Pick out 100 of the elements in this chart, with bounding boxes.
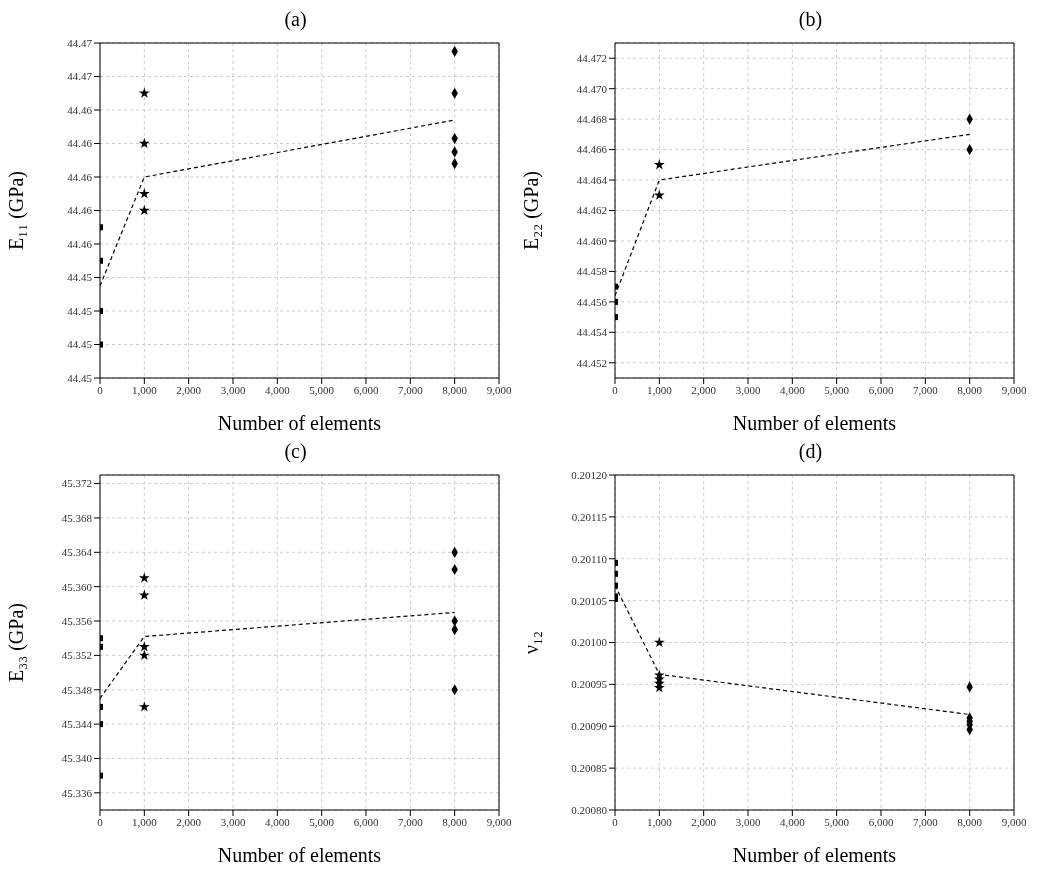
x-tick-label: 7,000 bbox=[397, 383, 424, 396]
x-tick-label: 3,000 bbox=[735, 383, 761, 396]
y-tick-label: 44.472 bbox=[576, 52, 607, 65]
y-tick-label: 44.46 bbox=[67, 137, 93, 150]
x-tick-label: 6,000 bbox=[868, 815, 894, 828]
x-tick-label: 1,000 bbox=[646, 815, 673, 828]
x-axis-title: Number of elements bbox=[217, 844, 382, 866]
y-tick-label: 45.340 bbox=[61, 752, 93, 765]
x-tick-label: 6,000 bbox=[868, 383, 894, 396]
y-tick-label: 44.45 bbox=[67, 371, 93, 384]
x-axis-title: Number of elements bbox=[732, 844, 897, 866]
chart-title: (a) bbox=[283, 8, 308, 33]
y-tick-label: 44.45 bbox=[67, 304, 93, 317]
y-axis-title: ν₁₂ bbox=[520, 631, 543, 654]
x-tick-label: 3,000 bbox=[220, 383, 246, 396]
x-tick-label: 0 bbox=[612, 383, 619, 396]
y-tick-label: 44.46 bbox=[67, 103, 93, 116]
x-tick-label: 9,000 bbox=[1001, 815, 1027, 828]
x-tick-label: 2,000 bbox=[176, 383, 202, 396]
y-tick-label: 45.360 bbox=[61, 580, 93, 593]
x-tick-label: 8,000 bbox=[442, 815, 468, 828]
y-tick-label: 44.46 bbox=[67, 237, 93, 250]
chart-title: (b) bbox=[797, 8, 824, 33]
x-tick-label: 4,000 bbox=[264, 383, 291, 396]
x-tick-label: 6,000 bbox=[353, 815, 379, 828]
point bbox=[138, 649, 150, 660]
x-tick-label: 5,000 bbox=[824, 383, 850, 396]
y-tick-label: 44.47 bbox=[67, 36, 93, 49]
y-tick-label: 44.47 bbox=[67, 70, 93, 83]
x-tick-label: 4,000 bbox=[264, 815, 291, 828]
x-tick-label: 2,000 bbox=[691, 815, 717, 828]
y-tick-label: 44.464 bbox=[576, 173, 608, 186]
y-tick-label: 44.452 bbox=[576, 356, 607, 369]
point bbox=[653, 189, 665, 200]
y-axis-title: E₂₂ (GPa) bbox=[520, 171, 544, 250]
y-tick-label: 0.20080 bbox=[571, 803, 608, 816]
x-axis-title: Number of elements bbox=[732, 412, 897, 434]
chart-title: (d) bbox=[797, 440, 824, 465]
y-tick-label: 0.20100 bbox=[571, 636, 608, 649]
y-tick-label: 0.20095 bbox=[571, 678, 608, 691]
y-tick-label: 0.20120 bbox=[571, 468, 608, 481]
y-tick-label: 45.348 bbox=[61, 683, 93, 696]
point bbox=[138, 701, 150, 712]
y-tick-label: 45.372 bbox=[61, 477, 92, 490]
y-tick-label: 45.356 bbox=[61, 614, 93, 627]
y-tick-label: 44.45 bbox=[67, 338, 93, 351]
x-tick-label: 8,000 bbox=[442, 383, 468, 396]
y-tick-label: 45.368 bbox=[61, 511, 93, 524]
y-tick-label: 44.45 bbox=[67, 271, 93, 284]
x-axis-title: Number of elements bbox=[217, 412, 382, 434]
y-tick-label: 44.458 bbox=[576, 265, 608, 278]
y-axis-title: E₁₁ (GPa) bbox=[5, 171, 29, 250]
y-tick-label: 45.344 bbox=[61, 718, 93, 731]
x-tick-label: 3,000 bbox=[220, 815, 246, 828]
y-tick-label: 0.20115 bbox=[571, 510, 608, 523]
y-tick-label: 0.20090 bbox=[571, 720, 608, 733]
point bbox=[653, 636, 665, 648]
y-tick-label: 0.20105 bbox=[571, 594, 608, 607]
point bbox=[138, 204, 150, 216]
x-tick-label: 9,000 bbox=[486, 383, 512, 396]
x-tick-label: 5,000 bbox=[309, 383, 335, 396]
point bbox=[138, 641, 150, 652]
x-tick-label: 4,000 bbox=[779, 815, 806, 828]
point bbox=[138, 87, 150, 98]
x-tick-label: 7,000 bbox=[912, 815, 939, 828]
y-tick-label: 45.336 bbox=[61, 786, 93, 799]
y-tick-label: 0.20110 bbox=[571, 552, 608, 565]
x-tick-label: 1,000 bbox=[131, 815, 158, 828]
y-tick-label: 44.46 bbox=[67, 170, 93, 183]
x-tick-label: 2,000 bbox=[176, 815, 202, 828]
chart-title: (c) bbox=[283, 440, 308, 465]
x-tick-label: 5,000 bbox=[824, 815, 850, 828]
x-tick-label: 5,000 bbox=[309, 815, 335, 828]
y-tick-label: 0.20085 bbox=[571, 762, 608, 775]
y-tick-label: 44.454 bbox=[576, 326, 608, 339]
y-tick-label: 44.462 bbox=[576, 204, 607, 217]
x-tick-label: 4,000 bbox=[779, 383, 806, 396]
x-tick-label: 0 bbox=[97, 815, 104, 828]
y-tick-label: 45.364 bbox=[61, 546, 93, 559]
y-tick-label: 44.466 bbox=[576, 143, 608, 156]
y-tick-label: 45.352 bbox=[61, 649, 92, 662]
x-tick-label: 0 bbox=[97, 383, 104, 396]
point bbox=[138, 589, 150, 600]
y-tick-label: 44.46 bbox=[67, 204, 93, 217]
y-tick-label: 44.468 bbox=[576, 113, 608, 126]
x-tick-label: 6,000 bbox=[353, 383, 379, 396]
point bbox=[138, 572, 150, 583]
x-tick-label: 7,000 bbox=[397, 815, 424, 828]
x-tick-label: 7,000 bbox=[912, 383, 939, 396]
x-tick-label: 9,000 bbox=[1001, 383, 1027, 396]
x-tick-label: 3,000 bbox=[735, 815, 761, 828]
x-tick-label: 8,000 bbox=[957, 815, 983, 828]
x-tick-label: 0 bbox=[612, 815, 619, 828]
point bbox=[653, 159, 665, 170]
x-tick-label: 9,000 bbox=[486, 815, 512, 828]
x-tick-label: 2,000 bbox=[691, 383, 717, 396]
y-axis-title: E₃₃ (GPa) bbox=[5, 603, 29, 682]
y-tick-label: 44.456 bbox=[576, 295, 608, 308]
x-tick-label: 1,000 bbox=[646, 383, 673, 396]
x-tick-label: 8,000 bbox=[957, 383, 983, 396]
